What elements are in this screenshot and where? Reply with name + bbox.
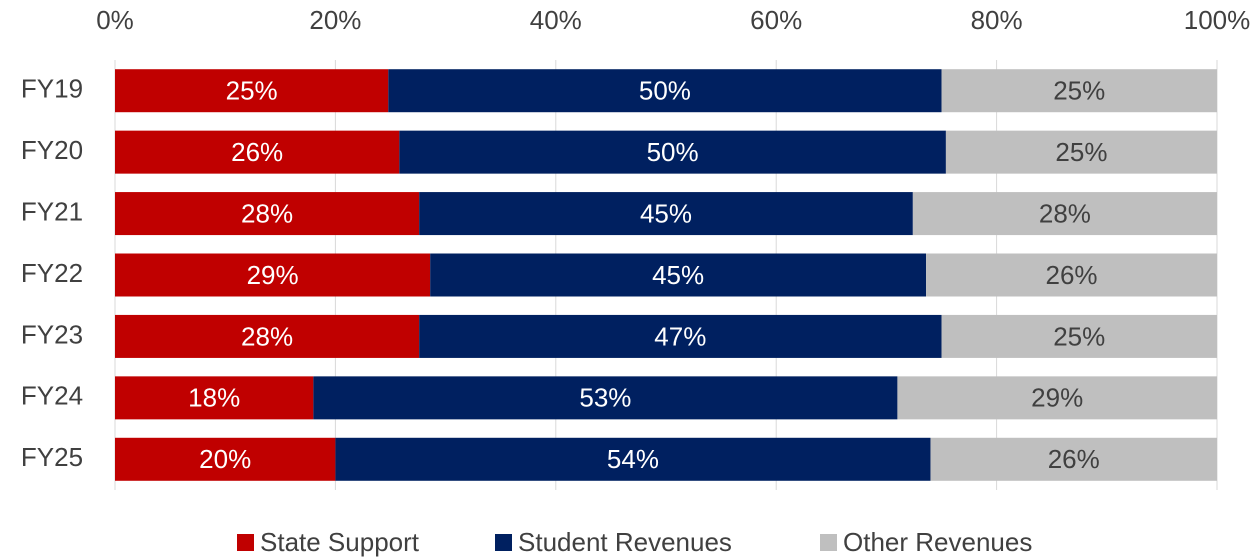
legend-label: State Support: [260, 527, 420, 557]
data-label: 28%: [241, 198, 293, 228]
data-label: 26%: [1046, 260, 1098, 290]
bar-segment: [912, 192, 1217, 236]
bar-segment: [115, 192, 420, 236]
data-label: 29%: [1031, 383, 1083, 413]
legend-label: Other Revenues: [843, 527, 1032, 557]
bar-segment: [115, 69, 389, 113]
bar-segment: [399, 130, 946, 174]
x-tick-label: 0%: [96, 5, 134, 35]
data-label: 25%: [1053, 76, 1105, 106]
legend-swatch: [237, 534, 254, 551]
bar-segment: [941, 69, 1217, 113]
y-tick-label: FY25: [21, 442, 83, 472]
x-tick-label: 20%: [309, 5, 361, 35]
data-label: 25%: [1053, 321, 1105, 351]
y-tick-label: FY21: [21, 196, 83, 226]
bar-segment: [115, 253, 431, 297]
data-label: 28%: [241, 321, 293, 351]
bar-segment: [430, 253, 927, 297]
data-label: 45%: [652, 260, 704, 290]
legend-swatch: [495, 534, 512, 551]
legend-label: Student Revenues: [518, 527, 732, 557]
data-label: 47%: [654, 321, 706, 351]
bar-segment: [926, 253, 1217, 297]
data-label: 25%: [1055, 137, 1107, 167]
x-tick-label: 40%: [530, 5, 582, 35]
data-label: 20%: [199, 444, 251, 474]
bar-segment: [897, 376, 1217, 420]
bar-segment: [115, 314, 420, 358]
y-tick-label: FY19: [21, 74, 83, 104]
data-label: 18%: [188, 383, 240, 413]
data-label: 28%: [1039, 198, 1091, 228]
x-tick-label: 80%: [971, 5, 1023, 35]
bar-segment: [115, 130, 400, 174]
data-label: 50%: [639, 76, 691, 106]
data-label: 29%: [247, 260, 299, 290]
bar-segment: [313, 376, 898, 420]
legend-swatch: [820, 534, 837, 551]
bar-segment: [388, 69, 942, 113]
data-label: 26%: [231, 137, 283, 167]
data-label: 25%: [226, 76, 278, 106]
bar-segment: [115, 376, 314, 420]
x-tick-label: 100%: [1184, 5, 1251, 35]
bar-segment: [941, 314, 1217, 358]
data-label: 26%: [1048, 444, 1100, 474]
x-tick-label: 60%: [750, 5, 802, 35]
bar-segment: [419, 314, 942, 358]
data-label: 53%: [579, 383, 631, 413]
data-label: 54%: [607, 444, 659, 474]
y-tick-label: FY23: [21, 319, 83, 349]
data-label: 45%: [640, 198, 692, 228]
bar-segment: [945, 130, 1217, 174]
y-tick-label: FY20: [21, 135, 83, 165]
bar-segment: [335, 437, 931, 481]
bar-segment: [930, 437, 1217, 481]
bar-segment: [419, 192, 913, 236]
y-tick-label: FY24: [21, 381, 83, 411]
data-label: 50%: [647, 137, 699, 167]
bar-segment: [115, 437, 336, 481]
y-tick-label: FY22: [21, 258, 83, 288]
